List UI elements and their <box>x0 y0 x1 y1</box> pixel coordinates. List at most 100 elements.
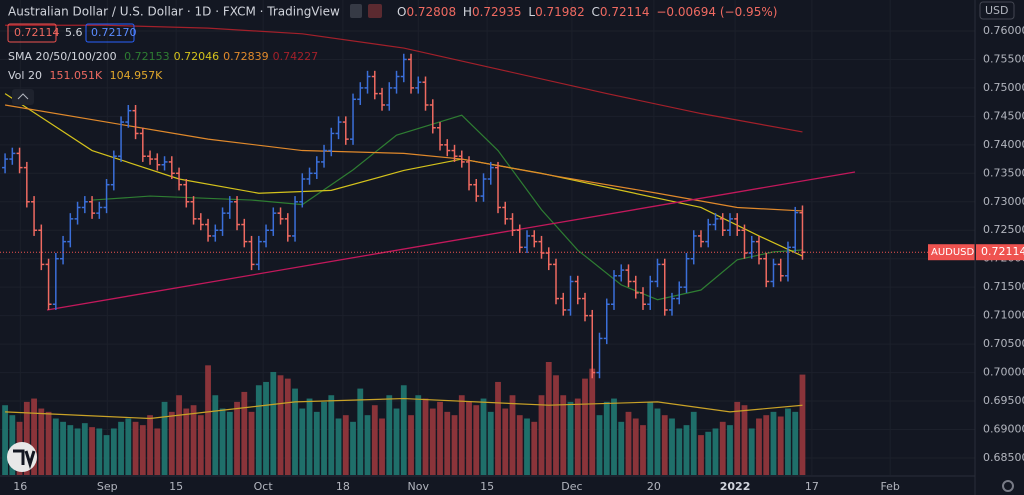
y-tick-label: 0.69500 <box>983 394 1024 407</box>
y-tick-label: 0.71000 <box>983 309 1024 322</box>
sma-legend: SMA 20/50/100/200 0.72153 0.72046 0.72839 0… <box>8 50 318 63</box>
volume-bar <box>531 421 538 475</box>
volume-bar <box>574 398 581 475</box>
sma-value: 0.72153 <box>124 50 170 63</box>
volume-bar <box>763 415 770 475</box>
x-tick-label: 17 <box>805 480 819 493</box>
x-tick-label: Oct <box>254 480 274 493</box>
sma-value: 0.72839 <box>223 50 269 63</box>
volume-bar <box>313 411 320 475</box>
currency-button[interactable] <box>979 1 1015 20</box>
volume-bar <box>379 418 385 475</box>
sma-line <box>4 93 803 257</box>
volume-bar <box>299 408 306 475</box>
volume-bar <box>118 421 124 475</box>
icon[interactable] <box>350 4 362 18</box>
volume-bar <box>255 385 262 475</box>
volume-bar <box>792 411 799 475</box>
volume-bar <box>473 405 480 475</box>
sell-button[interactable] <box>7 23 57 43</box>
volume-bar <box>770 411 777 475</box>
volume-bar <box>190 405 197 475</box>
volume-bar <box>654 408 661 475</box>
volume-bar <box>408 415 414 475</box>
volume-bar <box>23 401 30 475</box>
volume-bar <box>444 411 451 475</box>
icon[interactable] <box>368 4 382 18</box>
volume-bar <box>335 418 342 475</box>
o-value: 0.72808 <box>406 5 456 19</box>
x-tick-label: 15 <box>169 480 183 493</box>
volume-bar <box>669 418 675 475</box>
volume-bar <box>429 408 436 475</box>
volume-bar <box>799 374 806 475</box>
volume-bar <box>342 415 349 475</box>
c-value: 0.72114 <box>600 5 650 19</box>
volume-bar <box>147 415 153 475</box>
volume-bar <box>67 425 74 475</box>
collapse-button[interactable] <box>12 89 34 105</box>
collapse-icon <box>17 93 29 100</box>
sma-value: 0.74227 <box>273 50 319 63</box>
volume-bar <box>139 425 146 475</box>
volume-bar <box>545 362 552 475</box>
volume-bar <box>676 428 683 475</box>
volume-bar <box>263 381 269 475</box>
y-tick-label: 0.74000 <box>983 138 1024 151</box>
volume-bar <box>560 395 567 475</box>
buy-button[interactable] <box>85 23 135 43</box>
volume-bar <box>415 395 422 475</box>
volume-bar <box>38 408 45 475</box>
volume-bar <box>480 398 487 475</box>
volume-bar <box>219 408 226 475</box>
y-tick-label: 0.68500 <box>983 451 1024 464</box>
price-tag-label: 0.72114 <box>981 245 1024 258</box>
volume-bar <box>110 428 117 475</box>
volume-bar <box>277 375 284 475</box>
volume-bar <box>226 411 233 475</box>
x-tick-label: Feb <box>880 480 899 493</box>
volume-bar <box>292 388 298 475</box>
y-tick-label: 0.70000 <box>983 366 1024 379</box>
volume-bar <box>9 415 16 475</box>
indicator-lines <box>4 24 803 420</box>
volume-bar <box>734 401 741 475</box>
y-tick-label: 0.72500 <box>983 223 1024 236</box>
sma-label: SMA 20/50/100/200 <box>8 50 117 63</box>
o-label: O <box>397 5 406 19</box>
volume-bar <box>487 411 494 475</box>
volume-bar <box>582 378 588 475</box>
volume-bar <box>205 365 211 475</box>
volume-bar <box>690 411 697 475</box>
price-bars <box>2 53 806 379</box>
volume-bar <box>705 431 712 475</box>
volume-pane <box>2 362 806 475</box>
sma-line <box>4 104 803 212</box>
volume-bar <box>589 368 596 475</box>
volume-bar <box>241 391 248 475</box>
volume-bar <box>466 401 472 475</box>
volume-bar <box>350 421 356 475</box>
volume-bar <box>661 415 668 475</box>
volume-bar <box>618 421 625 475</box>
y-tick-label: 0.74500 <box>983 109 1024 122</box>
volume-bar <box>524 418 530 475</box>
sell-price: 0.72114 <box>14 26 60 39</box>
volume-bar <box>52 418 59 475</box>
volume-bar <box>31 398 37 475</box>
h-label: H <box>463 5 472 19</box>
volume-bar <box>777 416 784 475</box>
sma-values: 0.72153 0.72046 0.72839 0.74227 <box>124 50 318 63</box>
volume-bar <box>81 423 88 475</box>
volume-bar <box>125 418 132 475</box>
volume-bar <box>103 435 110 475</box>
volume-bar <box>509 395 516 475</box>
volume-bar <box>422 398 429 475</box>
volume-bar <box>495 381 501 475</box>
volume-bar <box>538 395 545 475</box>
settings-icon[interactable] <box>1002 480 1014 492</box>
volume-bar <box>284 378 291 475</box>
vol-label: Vol 20 <box>8 69 42 82</box>
